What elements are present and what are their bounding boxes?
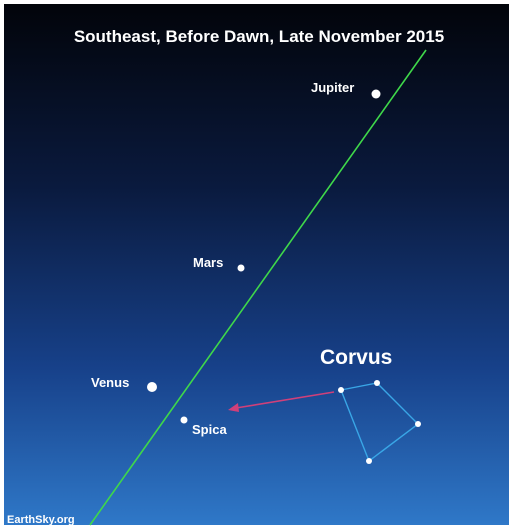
pointer-arrow: [235, 391, 335, 409]
venus-label: Venus: [91, 375, 129, 390]
mars-dot: [237, 264, 245, 272]
mars-label: Mars: [193, 255, 223, 270]
spica-dot: [180, 416, 188, 424]
title: Southeast, Before Dawn, Late November 20…: [74, 27, 444, 46]
corvus-stars: [338, 380, 421, 464]
venus-dot: [147, 382, 157, 392]
ecliptic-line: [89, 49, 427, 526]
jupiter-label: Jupiter: [311, 80, 354, 95]
pointer-arrowhead: [228, 403, 239, 412]
credit: EarthSky.org: [7, 514, 75, 526]
corvus-label: Corvus: [320, 346, 392, 369]
spica-label: Spica: [192, 422, 227, 437]
jupiter-dot: [371, 89, 381, 99]
sky-background: [4, 4, 509, 525]
